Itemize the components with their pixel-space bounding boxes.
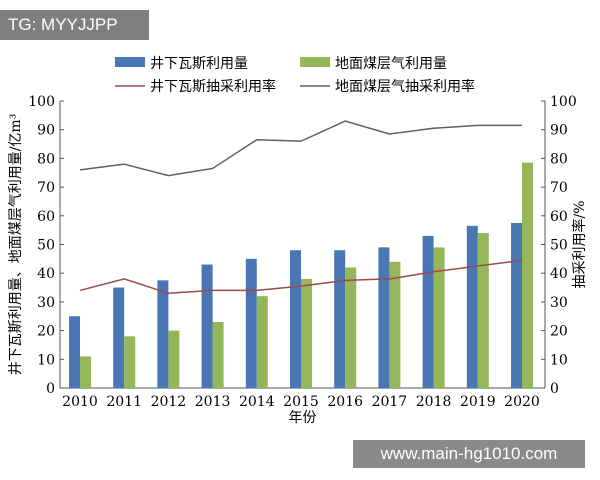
y-tick-label-right: 70	[550, 180, 568, 196]
y-tick-label-left: 10	[37, 352, 55, 368]
x-tick-label: 2017	[372, 394, 408, 410]
bar-1	[334, 250, 346, 388]
legend-label: 井下瓦斯抽采利用率	[150, 78, 276, 95]
bar-1	[378, 247, 390, 388]
bar-2	[522, 162, 533, 388]
y-tick-label-right: 10	[550, 352, 568, 368]
y-tick-label-left: 50	[37, 238, 55, 254]
bar-2	[345, 267, 357, 388]
bar-2	[477, 233, 489, 388]
legend-swatch	[115, 57, 145, 67]
y-tick-label-right: 50	[550, 238, 568, 254]
bar-1	[245, 258, 257, 388]
y-tick-label-right: 40	[550, 266, 568, 282]
x-tick-label: 2016	[327, 394, 363, 410]
y-tick-label-left: 30	[37, 295, 55, 311]
y-tick-label-left: 70	[37, 180, 55, 196]
bar-2	[433, 247, 445, 388]
legend-label: 井下瓦斯利用量	[150, 56, 248, 72]
bar-2	[256, 296, 268, 388]
y-tick-label-left: 100	[28, 94, 55, 110]
y-tick-label-left: 80	[37, 151, 55, 167]
x-tick-label: 2013	[195, 394, 231, 410]
y-tick-label-left: 20	[37, 324, 55, 340]
y-tick-label-right: 80	[550, 151, 568, 167]
legend-label: 地面煤层气利用量	[335, 56, 447, 72]
line-series-3	[79, 259, 523, 295]
y-tick-label-right: 100	[550, 94, 577, 110]
x-tick-label: 2020	[504, 394, 540, 410]
bar-1	[157, 280, 169, 388]
bar-1	[290, 250, 301, 388]
watermark-bottom: www.main-hg1010.com	[353, 440, 585, 468]
x-tick-label: 2014	[239, 394, 275, 410]
bar-2	[301, 278, 312, 388]
bar-2	[389, 261, 401, 388]
x-tick-label: 2019	[460, 394, 496, 410]
bar-1	[422, 235, 434, 388]
y-tick-label-left: 90	[37, 123, 55, 139]
legend-swatch	[300, 57, 330, 67]
bar-2	[212, 321, 224, 388]
x-tick-label: 2010	[62, 394, 98, 410]
y-tick-label-right: 0	[550, 381, 559, 397]
y-tick-label-right: 60	[550, 209, 568, 225]
y-axis-title-left: 井下瓦斯利用量、地面煤层气利用量/亿m³	[8, 114, 24, 376]
bar-2	[80, 356, 91, 388]
y-tick-label-right: 90	[550, 123, 568, 139]
bar-1	[201, 264, 213, 388]
bar-2	[124, 336, 136, 388]
legend-label: 地面煤层气抽采利用率	[335, 78, 475, 95]
y-tick-label-left: 60	[37, 209, 55, 225]
x-axis-title: 年份	[289, 410, 317, 426]
x-tick-label: 2011	[106, 394, 142, 410]
y-tick-label-left: 40	[37, 266, 55, 282]
x-tick-label: 2012	[151, 394, 187, 410]
bar-2	[168, 330, 180, 388]
bar-1	[69, 316, 80, 388]
x-tick-label: 2015	[283, 394, 319, 410]
bar-1	[511, 222, 522, 388]
x-tick-label: 2018	[416, 394, 452, 410]
y-tick-label-right: 30	[550, 295, 568, 311]
line-series-4	[79, 120, 522, 177]
bar-1	[113, 287, 125, 388]
y-axis-title-right: 抽采利用率/%	[571, 200, 588, 288]
y-tick-label-left: 0	[46, 381, 55, 397]
bar-1	[466, 225, 478, 388]
y-tick-label-right: 20	[550, 324, 568, 340]
watermark-top: TG: MYYJJPP	[0, 10, 149, 40]
